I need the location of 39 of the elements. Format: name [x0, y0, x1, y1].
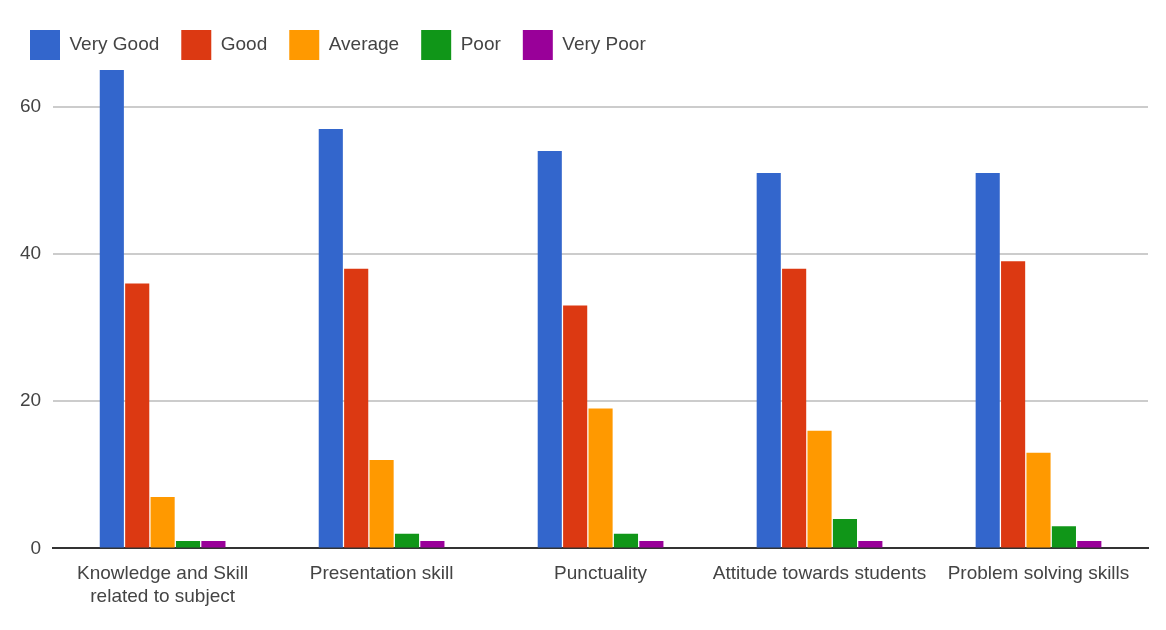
- bar: [99, 70, 124, 548]
- legend-label: Very Good: [69, 33, 160, 55]
- bar: [420, 541, 445, 548]
- bar: [537, 150, 562, 548]
- x-tick-label: Knowledge and Skill related to subject: [77, 562, 249, 606]
- bar: [563, 305, 588, 548]
- bar: [782, 268, 807, 548]
- bar: [344, 268, 369, 548]
- bar: [613, 533, 639, 548]
- bar: [1051, 526, 1076, 548]
- legend-label: Very Poor: [562, 33, 647, 55]
- x-tick-label: Presentation skill: [309, 562, 454, 584]
- x-tick-label: Problem solving skills: [947, 562, 1130, 584]
- bar: [318, 128, 343, 548]
- bar: [394, 533, 420, 548]
- y-tick-label: 60: [19, 95, 42, 117]
- bar: [756, 173, 781, 548]
- bar: [1077, 541, 1102, 548]
- bar: [1026, 452, 1051, 548]
- bar: [175, 541, 201, 548]
- bar: [588, 408, 613, 548]
- y-tick-label: 20: [19, 389, 42, 411]
- bar: [150, 496, 175, 548]
- y-tick-label: 40: [19, 242, 42, 264]
- legend-label: Good: [220, 33, 268, 55]
- bar: [1001, 261, 1026, 548]
- x-tick-label: Attitude towards students: [712, 562, 927, 584]
- bar: [201, 541, 226, 548]
- bar: [369, 460, 394, 548]
- bar: [975, 173, 1000, 548]
- bar: [858, 541, 883, 548]
- bar: [807, 430, 832, 548]
- bar: [125, 283, 150, 548]
- bar: [832, 518, 858, 548]
- x-tick-label: Punctuality: [554, 562, 648, 584]
- legend-label: Poor: [460, 33, 502, 55]
- legend-label: Average: [328, 33, 400, 55]
- bar: [639, 541, 664, 548]
- y-tick-label: 0: [30, 536, 42, 558]
